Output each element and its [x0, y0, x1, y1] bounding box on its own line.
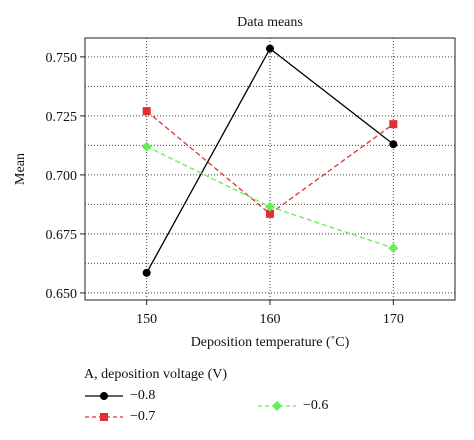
x-tick-label: 170 — [383, 312, 404, 327]
legend-swatch-series-2 — [85, 413, 123, 421]
legend-label-series-3: −0.6 — [303, 398, 329, 413]
legend-label-series-2: −0.7 — [130, 409, 156, 424]
x-tick-label: 150 — [136, 312, 157, 327]
legend-item-series-1: −0.8 — [84, 388, 155, 404]
series-2-point — [266, 209, 274, 218]
legend-item-series-2: −0.7 — [84, 409, 155, 425]
series-3-point — [265, 201, 275, 212]
legend-swatch-series-1 — [85, 392, 123, 400]
y-tick-label: 0.725 — [46, 110, 78, 125]
series-2-point — [142, 107, 151, 116]
y-tick-label: 0.700 — [46, 169, 78, 184]
chart: Data means 0.650 0.675 0.700 0.725 0.750 150… — [13, 15, 456, 350]
series-2-point — [389, 120, 398, 129]
series-3 — [141, 141, 399, 254]
x-tick-label: 160 — [260, 312, 281, 327]
legend-item-series-3: −0.6 — [257, 398, 328, 414]
legend-label-series-1: −0.8 — [130, 388, 156, 403]
series-3-point — [388, 243, 399, 254]
x-axis-ticks: 150 160 170 — [136, 300, 404, 327]
y-tick-label: 0.750 — [46, 51, 78, 66]
y-axis-label: Mean — [13, 153, 28, 185]
x-axis-label: Deposition temperature (˚C) — [191, 335, 350, 350]
grid — [85, 38, 455, 300]
y-axis-ticks: 0.650 0.675 0.700 0.725 0.750 — [46, 51, 85, 302]
y-tick-label: 0.675 — [46, 228, 78, 243]
legend-swatch-series-3 — [258, 401, 296, 411]
series-1-point — [389, 140, 398, 149]
legend-title: A, deposition voltage (V) — [84, 367, 228, 382]
series-3-point — [141, 141, 152, 152]
series-2-line — [146, 110, 394, 215]
chart-title: Data means — [237, 15, 303, 30]
series-layer — [141, 44, 399, 277]
y-tick-label: 0.650 — [46, 287, 78, 302]
series-1-point — [142, 268, 151, 277]
series-1 — [142, 44, 398, 277]
series-2 — [142, 107, 398, 218]
series-1-point — [266, 44, 274, 53]
